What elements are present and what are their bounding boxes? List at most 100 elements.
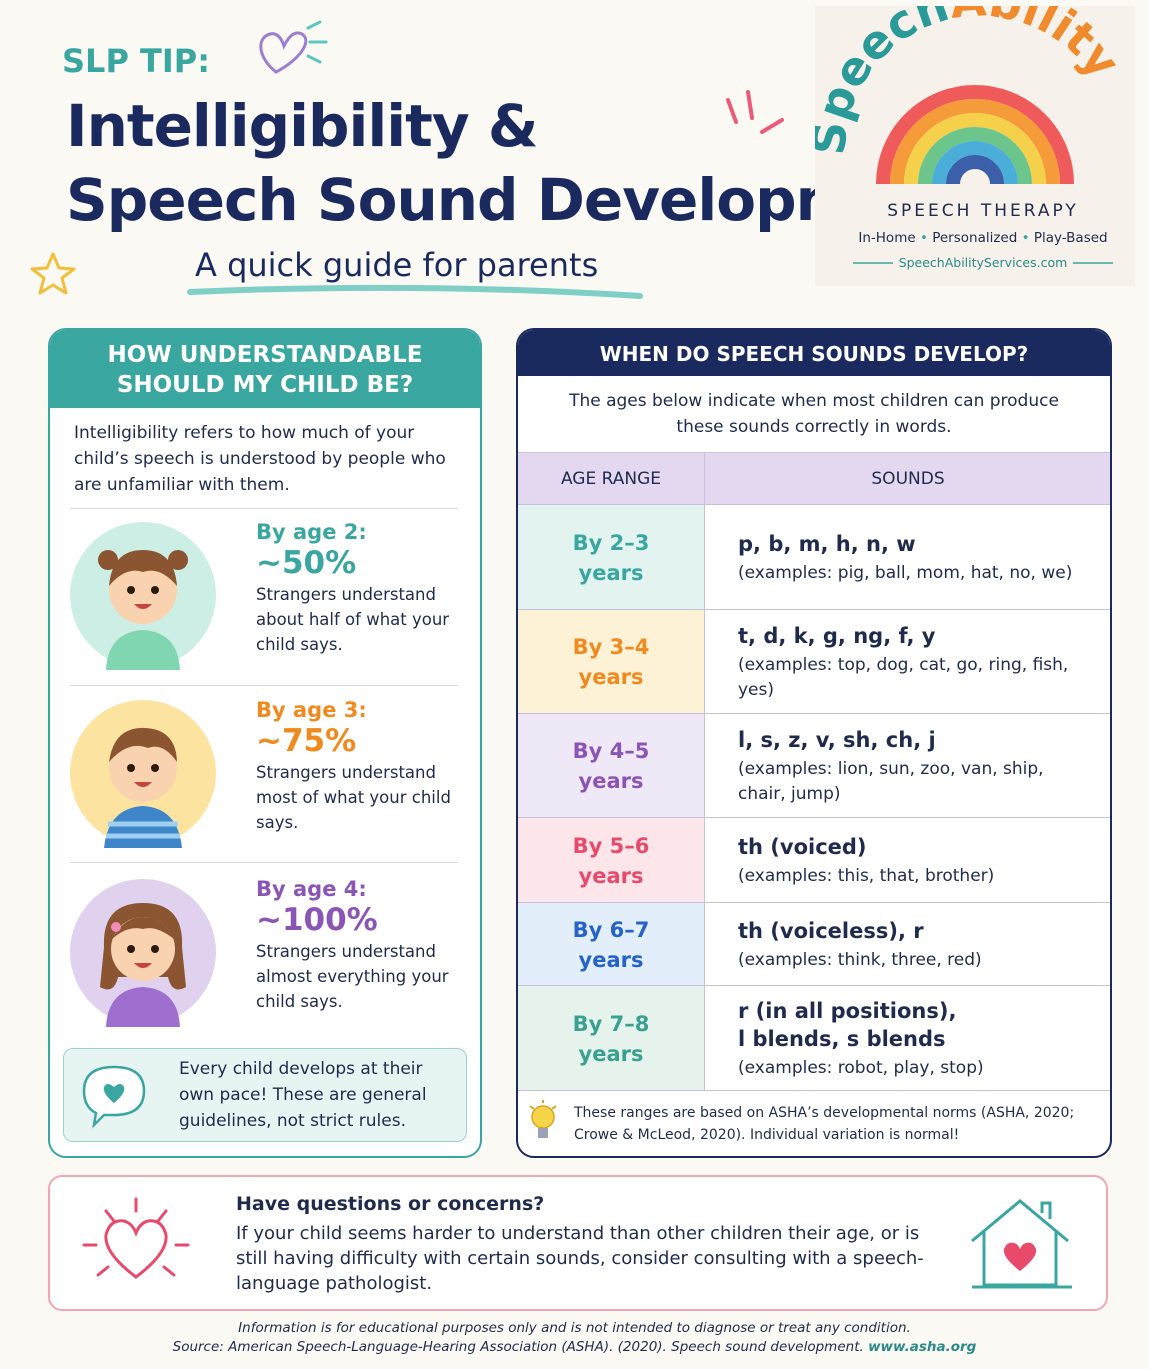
heading-line: SHOULD MY CHILD BE? bbox=[116, 372, 414, 398]
stage-percent: ~75% bbox=[256, 723, 357, 759]
table-row: By 7–8 years r (in all positions), l blends… bbox=[518, 985, 1110, 1091]
logo: SpeechAbility SPEECH THERAPY In-Home • P… bbox=[801, 0, 1135, 286]
child-illustration bbox=[70, 879, 216, 1027]
stage-percent: ~100% bbox=[256, 902, 378, 938]
concerns-box: Have questions or concerns? If your chil… bbox=[48, 1175, 1108, 1311]
stage-age: By age 2: bbox=[256, 520, 367, 544]
column-header: SOUNDS bbox=[871, 469, 945, 489]
age-cell: By 2–3 years bbox=[518, 505, 705, 610]
table-row: By 5–6 years th (voiced) (examples: this, t… bbox=[518, 817, 1110, 903]
sounds-cell: th (voiceless), r (examples: think, three… bbox=[738, 903, 1093, 986]
examples: (examples: this, that, brother) bbox=[738, 865, 995, 886]
sounds-line: r (in all positions), bbox=[738, 998, 957, 1023]
age-line: By 6–7 bbox=[572, 917, 650, 942]
heading-line: HOW UNDERSTANDABLE bbox=[107, 342, 423, 368]
age-cell: By 5–6 years bbox=[518, 818, 705, 903]
header-decorations bbox=[30, 20, 784, 299]
tip-label: SLP TIP: bbox=[62, 42, 211, 80]
source-line: Source: American Speech-Language-Hearing… bbox=[0, 1339, 1149, 1355]
subtitle: A quick guide for parents bbox=[195, 246, 599, 284]
examples: (examples: think, three, red) bbox=[738, 949, 982, 970]
panel-heading: HOW UNDERSTANDABLE SHOULD MY CHILD BE? bbox=[50, 330, 480, 408]
intro-text: Intelligibility refers to how much of yo… bbox=[74, 423, 446, 495]
brand-part: Ability bbox=[948, 6, 1131, 88]
house-icon bbox=[971, 1199, 1072, 1289]
sounds-line: l, s, z, v, sh, ch, j bbox=[738, 727, 936, 752]
column-header: AGE RANGE bbox=[518, 453, 705, 505]
title-line: Speech Sound Development bbox=[66, 166, 961, 234]
logo-tagline: SPEECH THERAPY bbox=[887, 201, 1079, 221]
age-line: By 2–3 bbox=[572, 530, 650, 555]
age-line: years bbox=[578, 665, 644, 689]
sounds-cell: r (in all positions), l blends, s blends (… bbox=[738, 986, 1093, 1091]
age-line: years bbox=[578, 769, 644, 793]
concerns-body: If your child seems harder to understand… bbox=[236, 1223, 924, 1294]
heart-icon bbox=[82, 1197, 190, 1279]
age-line: years bbox=[578, 1041, 644, 1066]
development-panel: WHEN DO SPEECH SOUNDS DEVELOP? The ages … bbox=[516, 328, 1112, 1158]
feature: Play-Based bbox=[1034, 230, 1108, 246]
age-line: By 5–6 bbox=[572, 833, 650, 858]
intro-text: The ages below indicate when most childr… bbox=[569, 391, 1059, 437]
heart-bubble-icon bbox=[82, 1065, 146, 1129]
stage-age: By age 3: bbox=[256, 698, 367, 722]
stage: By age 3: ~75% Strangers understand most… bbox=[50, 696, 480, 874]
age-line: years bbox=[578, 863, 644, 888]
source: Source: American Speech-Language-Hearing… bbox=[172, 1339, 864, 1355]
source-link[interactable]: www.asha.org bbox=[868, 1339, 977, 1355]
sounds-line: th (voiced) bbox=[738, 834, 867, 859]
table-row: By 4–5 years l, s, z, v, sh, ch, j (example… bbox=[518, 713, 1110, 818]
examples: (examples: robot, play, stop) bbox=[738, 1057, 984, 1078]
sounds-line: th (voiceless), r bbox=[738, 918, 924, 943]
note-box: Every child develops at their own pace! … bbox=[63, 1048, 467, 1142]
age-cell: By 4–5 years bbox=[518, 714, 705, 818]
intelligibility-panel: HOW UNDERSTANDABLE SHOULD MY CHILD BE? I… bbox=[48, 328, 482, 1158]
concerns-title: Have questions or concerns? bbox=[236, 1193, 545, 1215]
logo-art: SpeechAbility SPEECH THERAPY In-Home • P… bbox=[801, 0, 1131, 270]
age-cell: By 6–7 years bbox=[518, 903, 705, 986]
rainbow bbox=[876, 85, 1074, 185]
sparkle-lines bbox=[306, 20, 328, 64]
stage: By age 2: ~50% Strangers understand abou… bbox=[50, 518, 480, 696]
sounds-line: p, b, m, h, n, w bbox=[738, 531, 916, 556]
age-line: years bbox=[578, 947, 644, 972]
age-line: years bbox=[578, 560, 644, 585]
sparkle-lines bbox=[726, 90, 784, 134]
age-cell: By 3–4 years bbox=[518, 610, 705, 714]
footnote: These ranges are based on ASHA’s develop… bbox=[574, 1105, 1075, 1143]
table-row: By 6–7 years th (voiceless), r (examples: t… bbox=[518, 902, 1110, 986]
examples: (examples: top, dog, cat, go, ring, fish… bbox=[738, 654, 1069, 700]
age-cell: By 7–8 years bbox=[518, 986, 705, 1091]
heart-doodle bbox=[259, 31, 308, 74]
logo-url: SpeechAbilityServices.com bbox=[899, 255, 1068, 270]
logo-features: In-Home • Personalized • Play-Based bbox=[858, 230, 1107, 246]
note-text: Every child develops at their own pace! … bbox=[179, 1059, 427, 1131]
star-doodle bbox=[30, 252, 76, 295]
stage-percent: ~50% bbox=[256, 545, 357, 581]
sounds-cell: p, b, m, h, n, w (examples: pig, ball, mo… bbox=[738, 505, 1093, 610]
sounds-line: l blends, s blends bbox=[738, 1026, 946, 1051]
child-illustration bbox=[70, 522, 216, 670]
sounds-cell: l, s, z, v, sh, ch, j (examples: lion, su… bbox=[738, 714, 1093, 818]
panel-heading: WHEN DO SPEECH SOUNDS DEVELOP? bbox=[518, 330, 1110, 376]
age-line: By 4–5 bbox=[572, 739, 650, 763]
age-line: By 7–8 bbox=[572, 1011, 650, 1036]
examples: (examples: lion, sun, zoo, van, ship, ch… bbox=[738, 758, 1044, 804]
lightbulb-icon bbox=[529, 1100, 557, 1138]
stage: By age 4: ~100% Strangers understand alm… bbox=[50, 875, 480, 1053]
stage-description: Strangers understand most of what your c… bbox=[256, 763, 451, 832]
table-header: AGE RANGE SOUNDS bbox=[518, 452, 1110, 505]
underline bbox=[187, 284, 643, 299]
child-illustration bbox=[70, 700, 216, 848]
feature: In-Home bbox=[858, 230, 915, 246]
age-line: By 3–4 bbox=[572, 635, 650, 659]
title-line: Intelligibility & bbox=[66, 92, 538, 160]
sounds-line: t, d, k, g, ng, f, y bbox=[738, 623, 936, 648]
feature: Personalized bbox=[932, 230, 1017, 246]
examples: (examples: pig, ball, mom, hat, no, we) bbox=[738, 562, 1073, 583]
stage-description: Strangers understand almost everything y… bbox=[256, 942, 449, 1011]
disclaimer: Information is for educational purposes … bbox=[238, 1320, 911, 1336]
stage-age: By age 4: bbox=[256, 877, 367, 901]
